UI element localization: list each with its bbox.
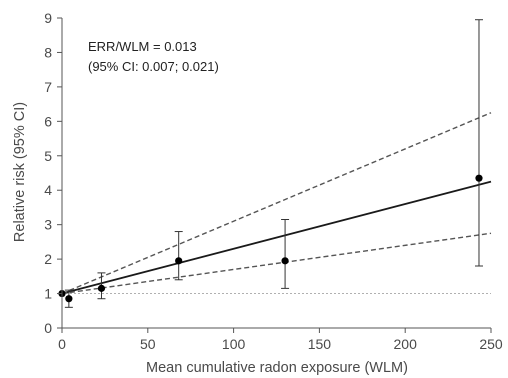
- x-axis-title: Mean cumulative radon exposure (WLM): [146, 360, 408, 376]
- y-tick-label-0: 0: [44, 320, 52, 336]
- y-tick-label-9: 9: [44, 10, 52, 26]
- axes-group: [57, 17, 492, 333]
- data-point-5: [475, 174, 483, 182]
- x-tick-label-0: 0: [58, 336, 66, 352]
- y-tick-label-8: 8: [44, 44, 52, 60]
- data-points-group: [58, 174, 483, 303]
- data-point-3: [175, 257, 183, 265]
- y-tick-label-3: 3: [44, 217, 52, 233]
- x-tick-label-100: 100: [222, 336, 246, 352]
- ci-line-2: [61, 232, 492, 295]
- x-tick-label-50: 50: [140, 336, 156, 352]
- ci-line-1: [61, 112, 492, 295]
- tick-labels-group: 0 50 100 150 200 250 0 1 2 3 4 5 6 7 8 9: [44, 10, 503, 352]
- y-tick-label-2: 2: [44, 251, 52, 267]
- y-tick-label-7: 7: [44, 79, 52, 95]
- data-point-2: [97, 284, 106, 292]
- x-tick-label-250: 250: [479, 336, 503, 352]
- x-tick-label-150: 150: [308, 336, 332, 352]
- error-bars-group: [64, 19, 483, 308]
- y-tick-label-4: 4: [44, 182, 52, 198]
- data-point-1: [65, 295, 73, 303]
- data-point-4: [281, 257, 289, 265]
- x-tick-label-200: 200: [394, 336, 418, 352]
- y-tick-label-5: 5: [44, 148, 52, 164]
- annotation-err-per-wlm: ERR/WLM = 0.013: [88, 39, 197, 54]
- annotation-confidence-interval: (95% CI: 0.007; 0.021): [88, 59, 219, 74]
- fit-lines-group: [61, 112, 492, 295]
- y-tick-label-1: 1: [44, 286, 52, 302]
- fit-line: [61, 180, 492, 295]
- y-tick-label-6: 6: [44, 113, 52, 129]
- y-axis-title: Relative risk (95% CI): [12, 102, 28, 242]
